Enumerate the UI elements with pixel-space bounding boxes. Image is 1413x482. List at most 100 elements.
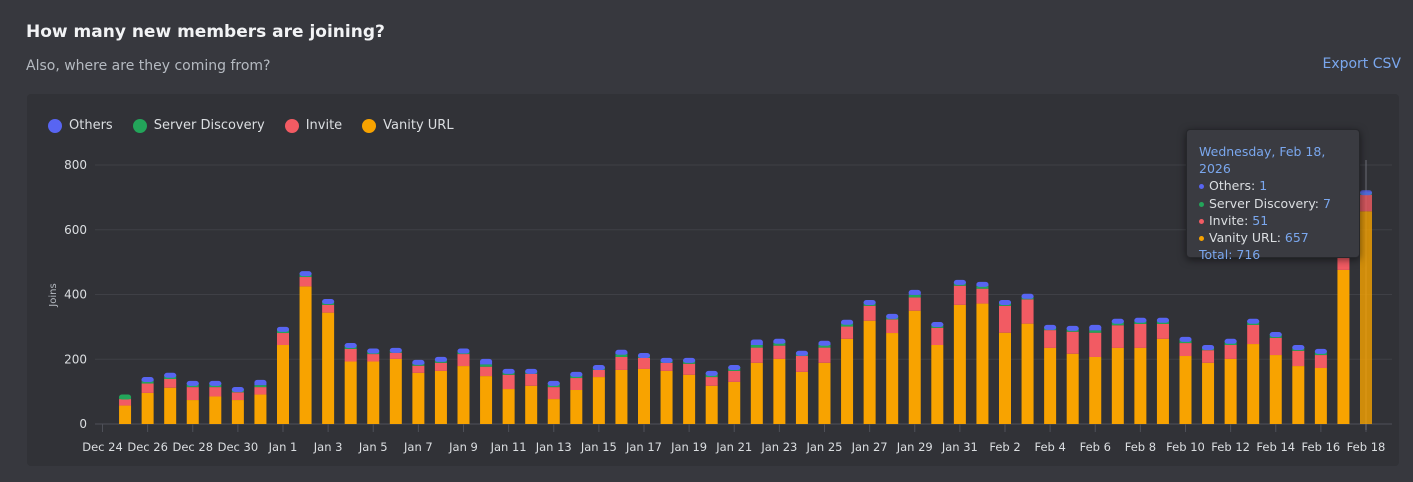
bar-segment-invite: [480, 366, 493, 377]
bar-stack-jan-27: [863, 299, 876, 424]
bar-stack-dec-31: [254, 379, 267, 424]
bar-segment-invite: [660, 362, 673, 371]
x-tick-label: Jan 17: [625, 440, 662, 454]
bar-segment-vanity-url: [1337, 269, 1350, 424]
bar-cap: [254, 379, 267, 385]
bar-cap: [502, 368, 515, 374]
bar-segment-invite: [1360, 194, 1372, 212]
bar-segment-vanity-url: [367, 361, 380, 424]
bar-segment-vanity-url: [141, 392, 154, 424]
bar-stack-feb-6: [1089, 324, 1102, 424]
bar-segment-vanity-url: [638, 368, 650, 424]
x-tick-label: Feb 18: [1347, 440, 1386, 454]
bar-segment-vanity-url: [344, 361, 357, 424]
tooltip-label: Invite:: [1209, 212, 1249, 228]
bar-segment-invite: [457, 354, 470, 367]
bar-stack-jan-22: [750, 339, 763, 424]
tooltip-row-server-discovery: Server Discovery: 7: [1199, 195, 1359, 212]
bar-stack-dec-28: [186, 380, 199, 424]
bar-stack-feb-14: [1269, 331, 1282, 424]
bar-cap: [999, 299, 1011, 305]
legend-label: Invite: [305, 118, 343, 133]
x-tick-label: Jan 3: [313, 440, 343, 454]
bar-segment-vanity-url: [254, 394, 267, 424]
x-tick-label: Feb 6: [1080, 440, 1111, 454]
bar-stack-jan-24: [795, 350, 808, 424]
bar-cap: [1224, 338, 1237, 344]
export-csv-link[interactable]: Export CSV: [1322, 56, 1401, 72]
bar-segment-invite: [592, 369, 605, 378]
bar-cap: [931, 321, 944, 327]
bar-segment-invite: [1224, 345, 1237, 359]
x-tick-label: Feb 14: [1256, 440, 1295, 454]
bar-segment-vanity-url: [1292, 366, 1305, 424]
bar-segment-invite: [1044, 330, 1057, 348]
bar-segment-vanity-url: [119, 405, 132, 424]
bar-segment-vanity-url: [1111, 347, 1124, 424]
x-tick-label: Feb 8: [1125, 440, 1156, 454]
bar-cap: [773, 338, 786, 344]
bar-segment-vanity-url: [931, 345, 944, 424]
bar-stack-jan-30: [931, 321, 944, 424]
x-tick-label: Jan 19: [670, 440, 707, 454]
tooltip-label: Others:: [1209, 178, 1256, 194]
bar-segment-invite: [1314, 355, 1327, 368]
bar-segment-invite: [1134, 323, 1147, 348]
bar-segment-server-discovery: [141, 381, 154, 384]
legend-item-vanity-url[interactable]: Vanity URL: [362, 118, 454, 133]
bar-segment-invite: [389, 352, 402, 359]
bar-stack-feb-5: [1066, 325, 1079, 424]
vanity-url-dot-icon: [1199, 236, 1204, 242]
bar-cap: [818, 340, 831, 346]
tooltip-label: Vanity URL:: [1209, 230, 1281, 246]
bar-segment-invite: [1247, 324, 1260, 345]
bar-stack-jan-8: [434, 356, 447, 424]
legend-item-others[interactable]: Others: [48, 118, 113, 133]
bar-segment-invite: [254, 387, 267, 395]
bar-stack-feb-10: [1179, 336, 1192, 424]
bar-segment-vanity-url: [209, 396, 222, 424]
bar-stack-feb-7: [1111, 318, 1124, 424]
bar-stack-feb-16: [1314, 348, 1327, 424]
x-tick-label: Jan 9: [448, 440, 478, 454]
bar-segment-vanity-url: [660, 370, 673, 424]
bar-segment-vanity-url: [705, 385, 718, 424]
server-discovery-dot-icon: [132, 118, 147, 133]
x-tick-label: Jan 13: [535, 440, 572, 454]
bar-stack-jan-28: [886, 313, 899, 424]
invite-dot-icon: [1199, 218, 1204, 224]
legend-item-invite[interactable]: Invite: [284, 118, 343, 133]
bar-stack-jan-21: [728, 365, 741, 424]
bar-segment-server-discovery: [1134, 321, 1147, 324]
bar-segment-vanity-url: [1202, 362, 1215, 424]
bar-stack-jan-19: [683, 357, 696, 424]
bar-segment-server-discovery: [750, 345, 763, 348]
bar-segment-vanity-url: [908, 310, 921, 424]
bar-segment-invite: [683, 363, 696, 375]
x-tick-label: Jan 25: [805, 440, 842, 454]
bar-segment-invite: [728, 370, 741, 382]
tooltip-value: 657: [1284, 230, 1309, 246]
bar-cap: [795, 350, 808, 356]
bar-segment-invite: [570, 378, 583, 391]
legend-item-server-discovery[interactable]: Server Discovery: [132, 118, 265, 133]
x-tick-label: Dec 28: [172, 440, 213, 454]
bar-cap: [389, 347, 402, 353]
bar-segment-invite: [412, 365, 425, 373]
bar-cap: [976, 281, 989, 287]
bar-segment-vanity-url: [999, 332, 1011, 424]
bar-segment-server-discovery: [818, 345, 831, 348]
bar-cap: [1314, 348, 1327, 354]
x-tick-label: Jan 5: [358, 440, 388, 454]
bar-segment-server-discovery: [773, 343, 786, 346]
bar-cap: [344, 343, 357, 349]
x-tick-label: Dec 26: [127, 440, 168, 454]
bar-segment-invite: [773, 345, 786, 359]
section-title: How many new members are joining?: [26, 22, 385, 42]
bar-segment-invite: [1066, 331, 1079, 354]
bar-stack-feb-9: [1156, 317, 1169, 424]
bar-segment-invite: [1021, 299, 1034, 324]
bar-stack-jan-20: [705, 370, 718, 424]
bar-cap: [186, 380, 199, 386]
